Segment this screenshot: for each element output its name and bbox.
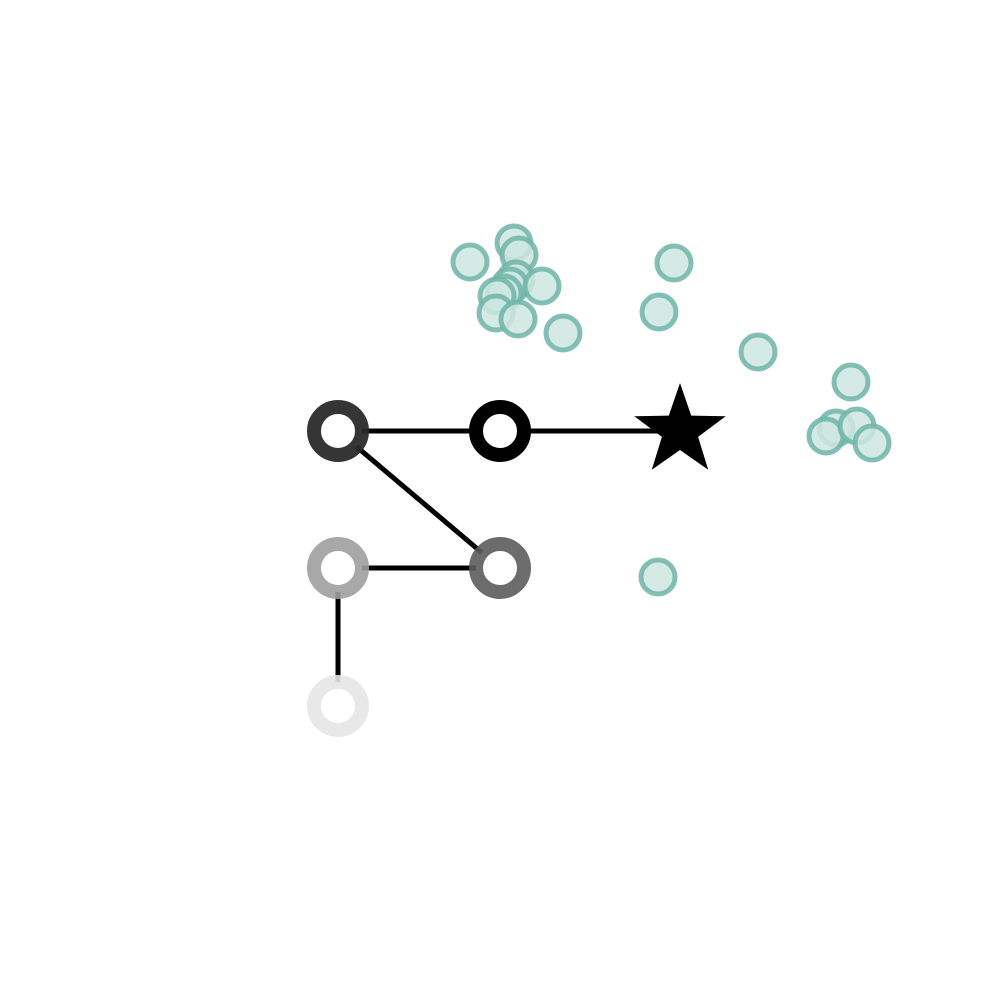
cluster-point bbox=[638, 557, 678, 597]
path-node bbox=[469, 400, 531, 462]
cluster-points bbox=[450, 223, 892, 597]
cluster-point bbox=[543, 313, 583, 353]
path-node bbox=[307, 675, 369, 737]
cluster-point bbox=[654, 243, 694, 283]
cluster-point bbox=[639, 292, 679, 332]
cluster-point bbox=[852, 423, 892, 463]
path-node bbox=[307, 400, 369, 462]
star-icon bbox=[634, 383, 726, 470]
cluster-point bbox=[498, 299, 538, 339]
cluster-point bbox=[831, 362, 871, 402]
path-node bbox=[307, 537, 369, 599]
cluster-point bbox=[522, 266, 562, 306]
path-nodes bbox=[307, 400, 531, 737]
goal-marker bbox=[634, 383, 726, 470]
path-edge bbox=[336, 429, 502, 570]
path-node bbox=[469, 537, 531, 599]
cluster-point bbox=[738, 332, 778, 372]
cluster-point bbox=[450, 242, 490, 282]
